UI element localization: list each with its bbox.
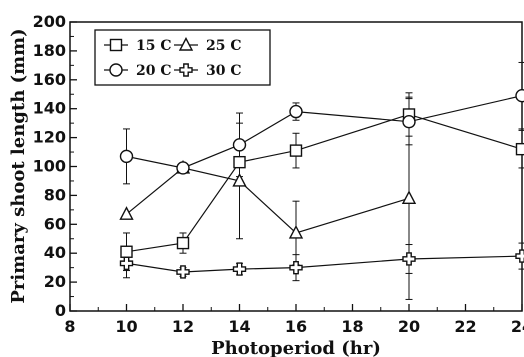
data-point-triangle — [401, 190, 417, 204]
data-point-circle — [232, 138, 247, 152]
error-bars — [123, 61, 524, 300]
x-tick-label: 12 — [172, 317, 194, 336]
legend: 15 C 25 C 20 C 30 C — [94, 29, 271, 86]
x-tick-label: 16 — [285, 317, 307, 336]
data-point-square — [176, 236, 190, 250]
data-point-square — [233, 155, 246, 169]
data-point-cross — [515, 249, 524, 263]
y-tick-label: 160 — [33, 70, 66, 89]
y-tick-label: 200 — [33, 12, 66, 31]
data-point-square — [289, 144, 303, 157]
legend-label: 25 C — [206, 38, 242, 54]
data-point-cross — [176, 265, 190, 279]
y-tick-label: 80 — [44, 185, 66, 204]
data-point-circle — [515, 88, 524, 103]
data-point-square — [120, 245, 133, 258]
x-tick-label: 24 — [511, 317, 524, 336]
x-axis: 8 10 12 14 16 18 20 22 24 — [64, 304, 524, 336]
x-tick-label: 18 — [341, 317, 363, 336]
series-lines — [126, 95, 523, 273]
data-point-circle — [289, 104, 303, 119]
x-tick-label: 10 — [115, 317, 137, 336]
y-tick-label: 40 — [44, 243, 66, 262]
legend-label: 30 C — [206, 63, 242, 79]
x-tick-label: 22 — [454, 317, 476, 336]
series-line — [126, 95, 523, 169]
x-tick-label: 8 — [64, 317, 75, 336]
x-tick-label: 14 — [228, 317, 250, 336]
data-point-cross — [119, 256, 134, 271]
legend-marker-square — [109, 38, 123, 52]
series-line — [126, 113, 523, 253]
y-axis: 0 20 40 60 80 100 120 140 160 180 200 — [33, 12, 77, 320]
data-point-circle — [402, 115, 416, 129]
x-tick-label: 20 — [398, 317, 420, 336]
y-tick-label: 100 — [33, 157, 66, 176]
x-axis-title: Photoperiod (hr) — [211, 338, 381, 357]
y-tick-label: 120 — [33, 128, 66, 147]
data-point-triangle — [119, 206, 134, 220]
data-point-triangle — [232, 172, 247, 187]
y-tick-label: 180 — [33, 41, 66, 60]
data-point-circle — [176, 161, 190, 175]
legend-marker-cross — [179, 63, 193, 77]
data-point-circle — [119, 149, 134, 164]
series-line — [126, 255, 523, 273]
legend-marker-triangle — [178, 36, 194, 51]
data-point-cross — [232, 262, 247, 276]
data-point-cross — [402, 252, 416, 266]
y-axis-title: Primary shoot length (mm) — [8, 28, 29, 303]
y-tick-label: 0 — [55, 301, 66, 320]
legend-box — [94, 29, 271, 86]
series-markers — [119, 88, 524, 279]
data-point-triangle — [288, 224, 304, 239]
legend-label: 20 C — [136, 63, 172, 79]
legend-marker-circle — [109, 63, 123, 77]
data-point-cross — [289, 260, 303, 275]
y-tick-label: 60 — [44, 214, 66, 233]
legend-label: 15 C — [136, 38, 172, 54]
series-line — [126, 167, 410, 234]
data-point-square — [515, 142, 524, 156]
y-tick-label: 140 — [33, 99, 66, 118]
y-tick-label: 20 — [44, 272, 66, 291]
